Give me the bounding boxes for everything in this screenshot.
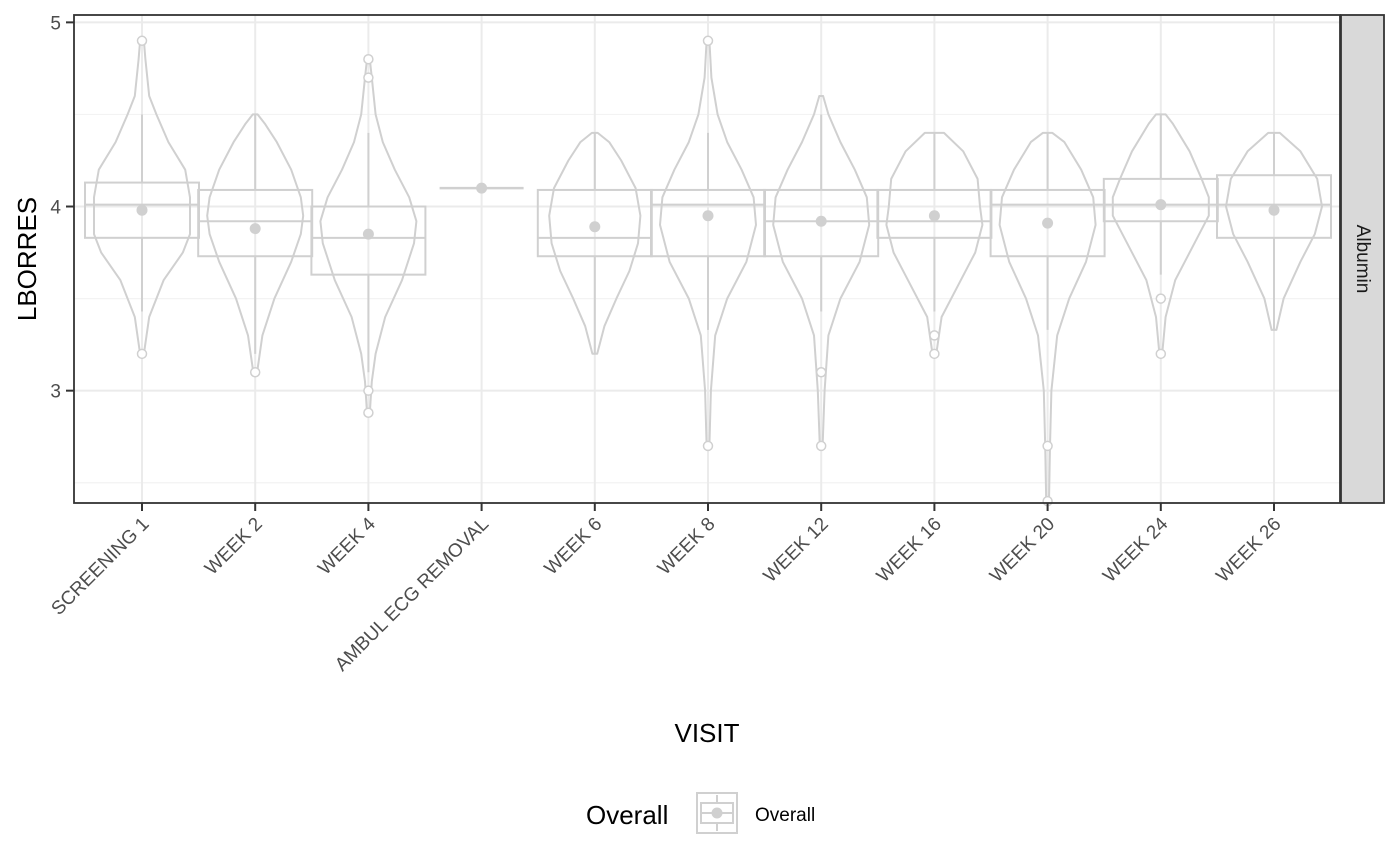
outlier-point	[815, 440, 827, 452]
facet-strip: Albumin	[1340, 14, 1385, 504]
legend-label: Overall	[755, 805, 815, 826]
legend-key	[696, 792, 738, 834]
box-iqr	[310, 205, 427, 276]
violin	[998, 131, 1097, 503]
mean-point	[362, 228, 374, 240]
outlier-point	[249, 367, 261, 378]
outlier-point	[1155, 348, 1167, 360]
outlier-point	[702, 35, 714, 47]
mean-point	[249, 223, 261, 235]
legend-key-mean	[711, 807, 723, 819]
y-tick-label: 3	[50, 382, 61, 403]
box-group	[650, 35, 766, 452]
violin	[885, 131, 984, 355]
outlier-point	[363, 53, 374, 65]
x-tick-label: WEEK 12	[760, 514, 833, 587]
x-tick-label: WEEK 4	[314, 513, 380, 579]
outlier-point	[136, 348, 148, 360]
outlier-point	[363, 72, 374, 83]
x-tick-label: WEEK 24	[1099, 513, 1172, 586]
y-tick-label: 4	[50, 198, 61, 219]
box-group	[1102, 114, 1219, 360]
violin	[548, 131, 642, 355]
boxes	[84, 35, 1332, 507]
legend-title: Overall	[586, 800, 668, 830]
outlier-point	[1155, 293, 1167, 304]
box-group	[1216, 132, 1332, 330]
violin	[206, 113, 305, 374]
box-iqr	[989, 188, 1106, 258]
box-group	[310, 53, 427, 419]
legend: Overall Overall	[586, 792, 815, 834]
x-tick-label: WEEK 26	[1212, 514, 1285, 587]
violins	[93, 39, 1323, 503]
mean-point	[1268, 204, 1280, 216]
violin	[1225, 131, 1323, 331]
violin	[772, 95, 871, 447]
mean-point	[928, 210, 940, 222]
box-group	[536, 132, 653, 354]
mean-point	[702, 210, 714, 222]
y-axis-title: LBORRES	[12, 197, 42, 321]
facet-strip-box	[1340, 14, 1385, 504]
outlier-point	[815, 367, 827, 378]
box-iqr	[1216, 174, 1332, 239]
x-tick-label: WEEK 20	[986, 514, 1059, 587]
mean-point	[136, 204, 148, 216]
outlier-point	[929, 348, 940, 360]
outlier-point	[363, 385, 374, 396]
outlier-point	[363, 407, 374, 419]
x-tick-label: SCREENING 1	[48, 514, 154, 620]
facet-strip-label: Albumin	[1352, 225, 1373, 294]
outlier-point	[702, 440, 714, 452]
x-tick-label: WEEK 2	[201, 514, 267, 580]
y-tick-label: 5	[50, 13, 61, 34]
outlier-point	[1042, 440, 1053, 452]
mean-point	[1042, 217, 1054, 229]
violin	[1111, 113, 1210, 355]
outlier-point	[136, 35, 148, 47]
mean-point	[1155, 199, 1167, 211]
mean-point	[589, 221, 601, 233]
y-axis: 3 4 5	[50, 13, 74, 403]
x-tick-label: WEEK 8	[654, 514, 720, 580]
x-tick-label: WEEK 6	[541, 514, 607, 580]
x-axis-title: VISIT	[674, 718, 739, 748]
outlier-point	[929, 330, 940, 341]
x-tick-label: WEEK 16	[873, 514, 946, 587]
mean-point	[815, 215, 827, 227]
mean-point	[476, 182, 488, 194]
box-group	[476, 182, 488, 194]
